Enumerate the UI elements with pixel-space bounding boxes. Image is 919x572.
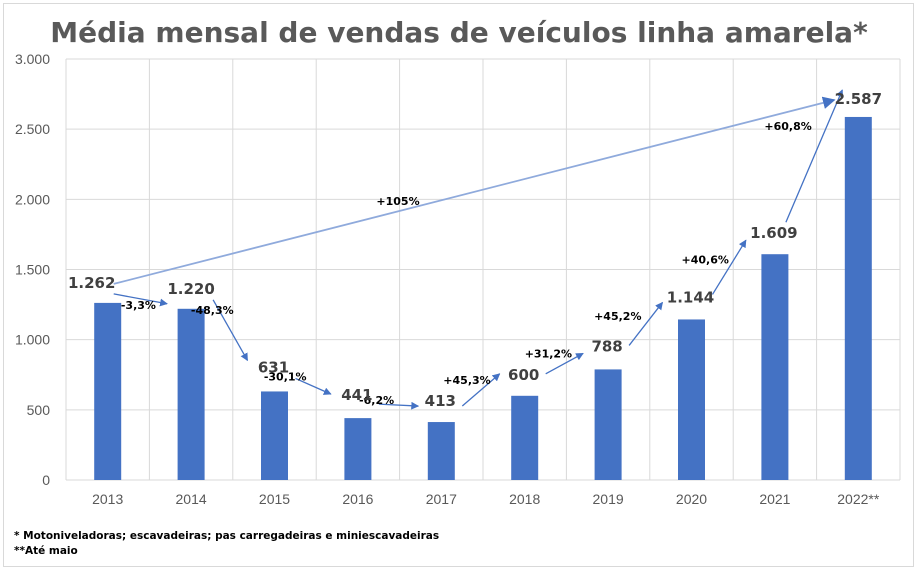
overall-change-label: +105% [376, 195, 419, 208]
chart-frame: Média mensal de vendas de veículos linha… [3, 3, 914, 567]
change-label: +45,2% [594, 310, 641, 323]
bar [344, 418, 372, 480]
change-label: +31,2% [525, 348, 572, 361]
footnote-asterisk: * Motoniveladoras; escavadeiras; pas car… [14, 530, 440, 542]
bar [678, 319, 705, 480]
data-label: 1.220 [167, 280, 214, 298]
data-label: 631 [258, 358, 289, 376]
chart-title: Média mensal de vendas de veículos linha… [50, 16, 868, 49]
y-tick-label: 3.000 [15, 51, 50, 67]
x-tick-label: 2013 [92, 491, 123, 507]
x-tick-label: 2021 [759, 491, 790, 507]
change-label: +40,6% [682, 253, 729, 266]
change-arrow [461, 373, 501, 407]
change-label: +45,3% [443, 374, 490, 387]
change-label: +60,8% [764, 120, 811, 133]
change-label: -48,3% [191, 304, 234, 317]
bar [261, 391, 288, 480]
data-label: 1.144 [667, 288, 714, 306]
x-tick-label: 2018 [509, 491, 540, 507]
y-tick-label: 500 [27, 402, 51, 418]
y-tick-label: 0 [42, 472, 50, 488]
x-tick-label: 2015 [259, 491, 290, 507]
change-arrow [212, 299, 249, 362]
footnote-double-asterisk: **Até maio [14, 545, 78, 557]
change-arrow [785, 89, 844, 223]
x-tick-label: 2017 [426, 491, 457, 507]
bar [511, 395, 539, 480]
change-arrow [711, 239, 747, 295]
bar [177, 308, 205, 480]
data-label: 441 [341, 386, 372, 404]
data-label: 2.587 [835, 90, 882, 108]
data-label: 1.262 [68, 274, 115, 292]
x-tick-label: 2022** [837, 491, 880, 507]
change-label: -6,2% [359, 394, 394, 407]
data-label: 413 [425, 392, 456, 410]
change-arrow [628, 301, 664, 346]
bar [761, 254, 789, 480]
bar-chart: Média mensal de vendas de veículos linha… [15, 16, 901, 507]
change-arrow [545, 352, 584, 375]
x-tick-label: 2020 [676, 491, 707, 507]
x-tick-label: 2014 [176, 491, 207, 507]
y-tick-label: 2.500 [15, 121, 50, 137]
data-label: 600 [508, 366, 539, 384]
x-tick-label: 2016 [342, 491, 373, 507]
y-axis: 0 500 1.000 1.500 2.000 2.500 3.000 [15, 51, 50, 488]
bar [94, 302, 122, 480]
x-axis: 2013 2014 2015 2016 2017 2018 2019 2020 2021 2022… [92, 491, 880, 507]
x-tick-label: 2019 [593, 491, 624, 507]
data-label: 788 [591, 337, 622, 355]
change-arrow [378, 401, 420, 410]
data-label: 1.609 [750, 224, 797, 242]
change-arrow [113, 293, 168, 307]
y-tick-label: 1.000 [15, 332, 50, 348]
change-label: -3,3% [121, 299, 156, 312]
overall-change-arrow [113, 96, 836, 285]
bar [427, 422, 455, 480]
y-tick-label: 1.500 [15, 262, 50, 278]
change-arrow [295, 377, 332, 395]
bar [594, 369, 622, 480]
gridlines [65, 58, 901, 481]
bar [844, 116, 872, 480]
y-tick-label: 2.000 [15, 191, 50, 207]
data-labels: 1.262 1.220 631 441 413 600 788 1.144 1.609 2.587 [68, 90, 882, 410]
bars [94, 116, 872, 480]
change-label: -30,1% [264, 370, 307, 383]
change-arrows: -3,3% -48,3% -30,1% -6,2% +45,3% +31,2% +45,2%… [113, 89, 844, 410]
